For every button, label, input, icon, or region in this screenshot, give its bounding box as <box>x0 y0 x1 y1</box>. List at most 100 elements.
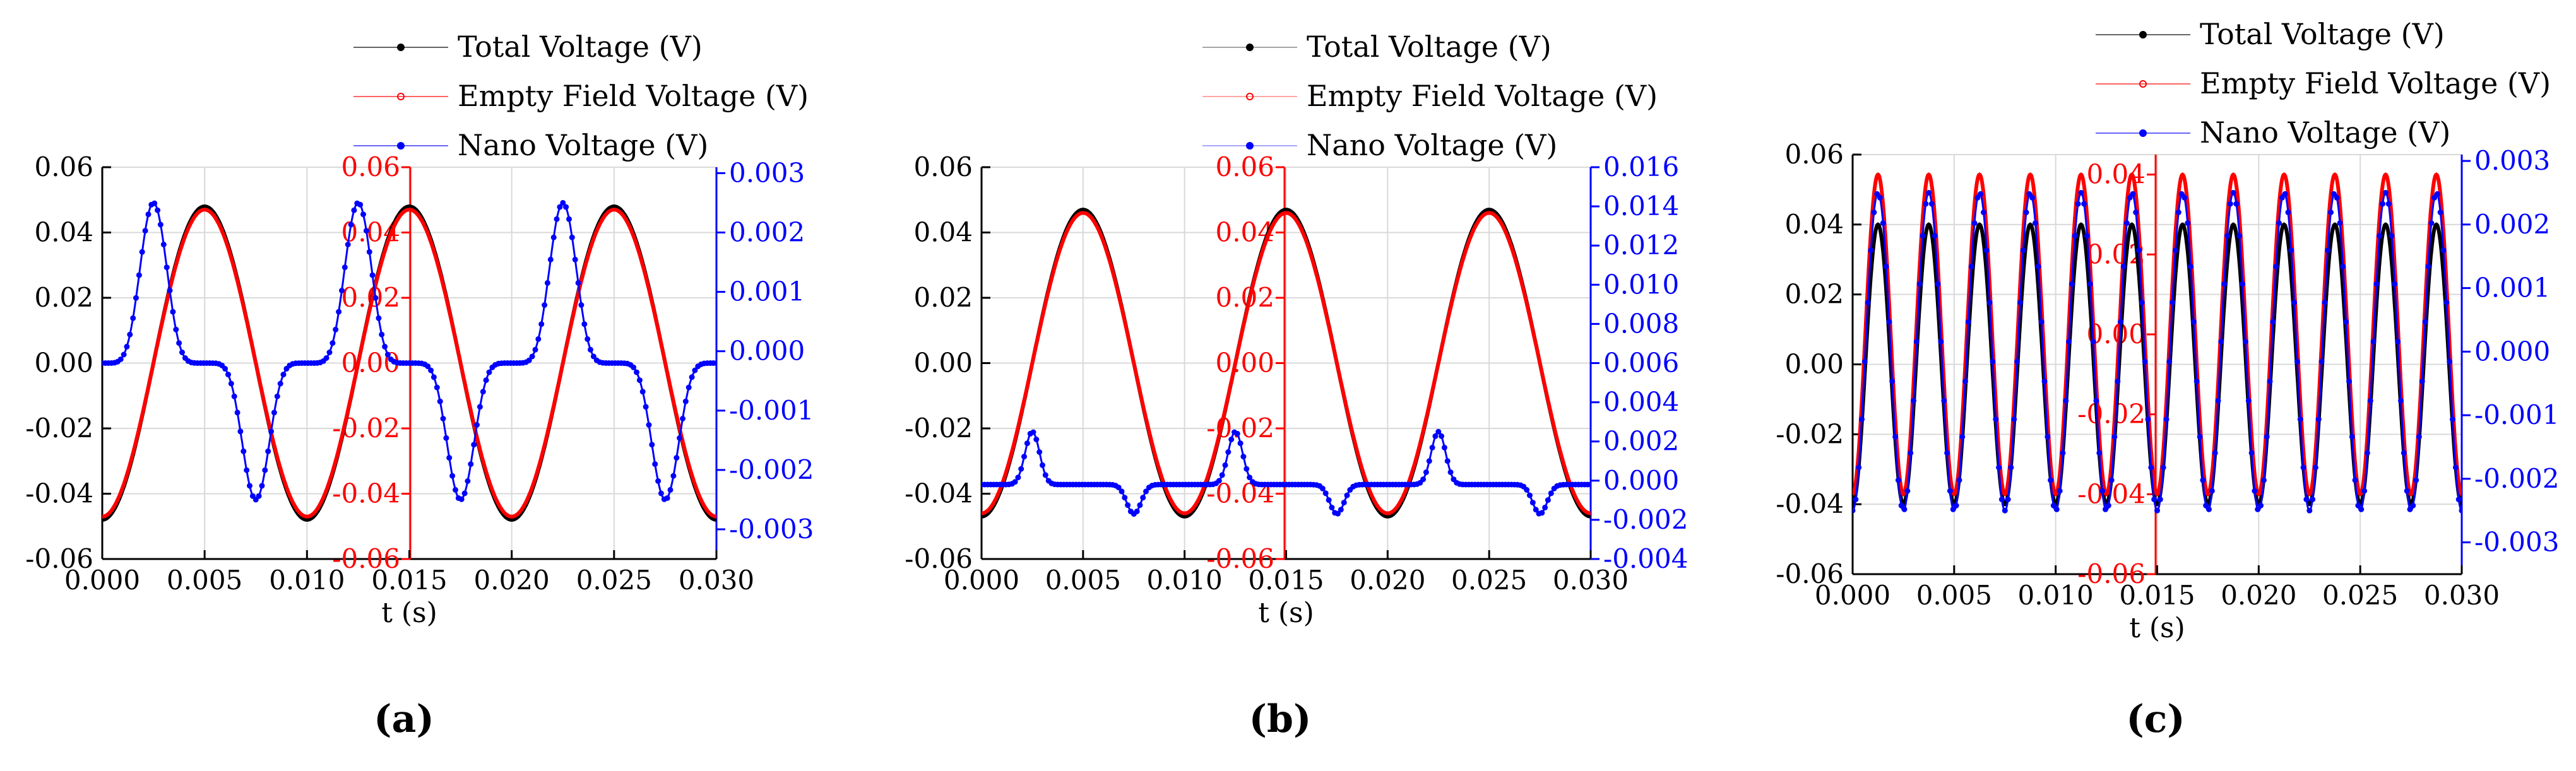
x-axis-label: t (s) <box>381 597 437 629</box>
data-point <box>2315 416 2322 423</box>
data-point <box>2355 502 2361 509</box>
data-point <box>2075 201 2081 207</box>
data-point <box>382 343 388 350</box>
data-point <box>1015 474 1021 481</box>
data-point <box>547 256 554 262</box>
data-point <box>237 428 244 435</box>
data-point <box>1228 437 1235 442</box>
data-point <box>550 234 557 240</box>
data-point <box>430 374 437 380</box>
right-tick-label: -0.004 <box>1603 543 1688 574</box>
data-point <box>631 364 637 370</box>
data-point <box>259 483 265 489</box>
data-point <box>575 280 581 286</box>
data-point <box>348 221 354 228</box>
data-point <box>1928 201 1935 207</box>
data-point <box>2218 339 2224 344</box>
data-point <box>262 467 268 473</box>
data-point <box>1853 507 1856 514</box>
data-point <box>1877 194 1883 201</box>
data-point <box>2380 201 2386 207</box>
data-point <box>2434 191 2440 197</box>
data-point <box>2221 281 2228 287</box>
data-point <box>1935 281 1941 287</box>
data-point <box>1898 502 1904 509</box>
data-point <box>458 496 465 502</box>
data-point <box>2096 450 2103 456</box>
data-point <box>670 473 677 479</box>
data-point <box>2407 506 2413 512</box>
data-point <box>360 211 366 218</box>
data-point <box>2392 281 2398 287</box>
data-point <box>2452 464 2459 471</box>
data-point <box>446 455 453 461</box>
data-point <box>170 309 176 315</box>
data-point <box>173 326 179 333</box>
data-point <box>2291 300 2298 305</box>
data-point <box>1125 502 1131 509</box>
data-point <box>1018 466 1024 472</box>
data-point <box>1222 462 1228 468</box>
x-tick-label: 0.005 <box>1916 580 1992 611</box>
data-point <box>2099 488 2106 494</box>
data-point <box>1319 485 1326 491</box>
data-point <box>1911 397 1916 404</box>
data-point <box>333 326 339 333</box>
right-tick-label: -0.002 <box>1603 504 1688 535</box>
data-point <box>2066 339 2072 344</box>
left-tick-label: 0.02 <box>913 282 973 313</box>
left-tick-label: -0.06 <box>905 543 973 574</box>
data-point <box>2115 379 2121 384</box>
data-point <box>1447 469 1454 475</box>
series-line <box>982 208 1591 519</box>
data-point <box>2267 379 2273 384</box>
legend-label: Empty Field Voltage (V) <box>1307 79 1658 113</box>
data-point <box>142 228 148 234</box>
data-point <box>1429 444 1435 450</box>
left-tick-label: 0.06 <box>34 151 93 182</box>
data-point <box>2163 416 2169 423</box>
data-point <box>1439 433 1445 439</box>
data-point <box>2297 416 2303 423</box>
right-tick-label: 0.003 <box>729 157 805 188</box>
data-point <box>2322 300 2328 305</box>
middle-tick-label: 0.00 <box>1215 348 1274 379</box>
data-point <box>689 374 695 380</box>
data-point <box>2193 379 2200 384</box>
data-point <box>2142 358 2148 365</box>
data-point <box>572 256 578 262</box>
series-line <box>102 204 716 522</box>
right-tick-label: 0.014 <box>1603 191 1679 221</box>
data-point <box>2455 497 2462 503</box>
data-point <box>667 486 674 493</box>
data-point <box>2288 247 2294 254</box>
data-point <box>265 448 271 454</box>
data-point <box>2206 506 2212 512</box>
x-tick-label: 0.025 <box>2322 580 2398 611</box>
x-tick-label: 0.005 <box>167 565 242 596</box>
right-tick-label: 0.000 <box>2474 336 2550 367</box>
data-point <box>588 346 593 353</box>
data-point <box>1941 397 1947 404</box>
data-point <box>566 216 572 222</box>
data-point <box>280 372 287 378</box>
data-point <box>2127 194 2133 201</box>
middle-tick-label: -0.04 <box>332 478 400 509</box>
data-point <box>1024 440 1030 447</box>
data-point <box>1908 450 1914 456</box>
left-tick-label: 0.00 <box>913 348 973 379</box>
data-point <box>1856 464 1862 471</box>
data-point <box>2294 358 2300 365</box>
legend-marker <box>1246 44 1254 51</box>
legend-marker <box>1246 93 1254 100</box>
data-point <box>1247 474 1253 481</box>
data-point <box>2431 194 2438 201</box>
data-point <box>2352 477 2358 483</box>
data-point <box>1968 263 1974 269</box>
data-point <box>2048 477 2054 483</box>
data-point <box>1338 507 1344 513</box>
data-point <box>2157 497 2163 503</box>
data-point <box>1042 472 1048 478</box>
data-point <box>1122 495 1128 501</box>
